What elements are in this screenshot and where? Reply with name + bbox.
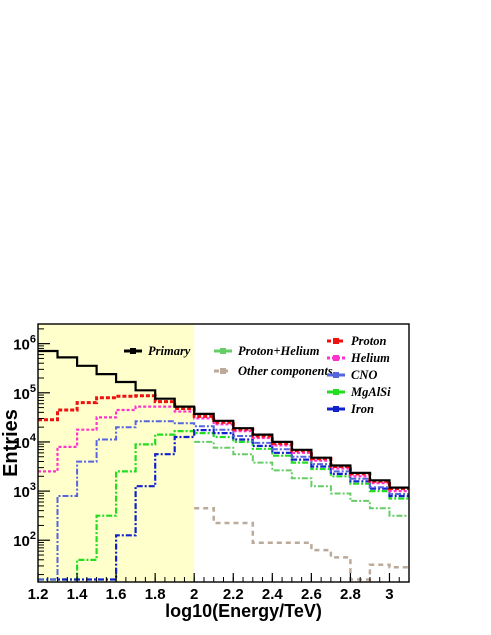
y-tick-label: 104 [13,432,37,452]
x-tick-label: 2 [190,586,198,603]
svg-text:CNO: CNO [351,368,377,382]
y-tick-label: 102 [13,530,36,550]
x-tick-label: 2.8 [340,586,361,603]
legend-item-proton-helium: Proton+Helium [214,344,320,358]
legend-item-other-components: Other components [214,364,333,378]
y-axis-label: Entries [0,409,22,477]
x-tick-label: 1.2 [28,586,49,603]
series-other-components [194,507,409,581]
legend-item-mgalsi: MgAlSi [327,385,391,399]
axes-layer: 1.2 1.4 1.6 1.8 2 2.2 2.4 2.6 2.8 3 102 103 104 105 10… [13,328,410,603]
svg-text:Iron: Iron [350,402,374,416]
y-tick-label: 106 [13,334,36,354]
x-tick-label: 2.6 [301,586,322,603]
svg-text:Primary: Primary [148,344,191,358]
x-axis-label: log10(Energy/TeV) [165,601,322,621]
svg-text:Proton: Proton [351,334,386,348]
series-proton-helium [194,440,409,517]
svg-text:Helium: Helium [350,351,390,365]
series-layer [38,349,409,581]
x-tick-label: 1.4 [67,586,89,603]
x-tick-label: 1.8 [145,586,166,603]
svg-text:Other components: Other components [238,364,333,378]
legend-item-primary: Primary [124,344,191,358]
x-tick-label: 2.4 [262,586,284,603]
x-tick-label: 1.6 [106,586,127,603]
shaded-region [38,324,195,582]
y-tick-label: 103 [13,481,36,501]
series-primary [38,349,409,489]
svg-text:Proton+Helium: Proton+Helium [238,344,320,358]
svg-text:MgAlSi: MgAlSi [350,385,391,399]
x-tick-label: 3 [385,586,393,603]
legend-item-proton: Proton [327,334,386,348]
legend: Primary Proton+Helium Other components Prot… [124,334,391,416]
y-tick-label: 105 [13,383,36,403]
legend-item-iron: Iron [327,402,374,416]
x-tick-label: 2.2 [223,586,244,603]
legend-item-cno: CNO [327,368,377,382]
legend-item-helium: Helium [327,351,390,365]
